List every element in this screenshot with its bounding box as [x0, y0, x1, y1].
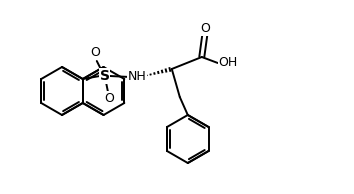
Text: NH: NH [127, 70, 146, 83]
Text: S: S [100, 69, 110, 83]
Text: O: O [200, 23, 210, 36]
Text: OH: OH [218, 56, 238, 69]
Text: O: O [104, 92, 114, 105]
Text: O: O [90, 47, 100, 60]
